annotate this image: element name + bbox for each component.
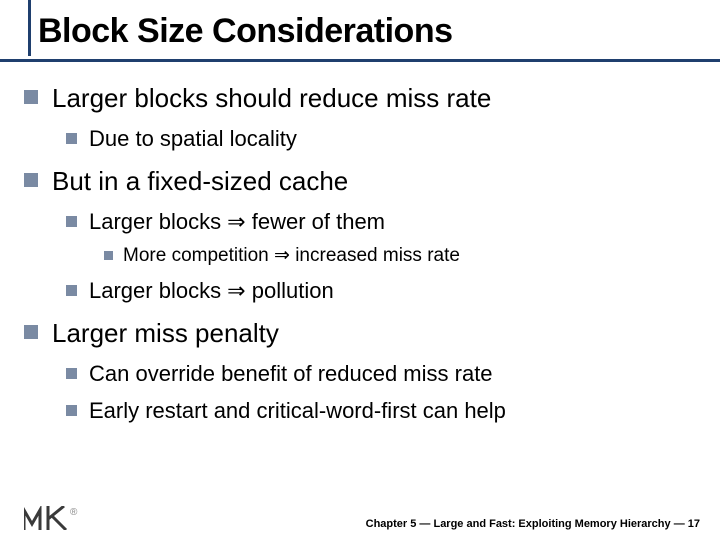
bullet-text: Larger miss penalty [52,317,279,350]
title-block: Block Size Considerations [24,12,696,51]
bullet-square-icon [24,173,38,187]
list-item: Can override benefit of reduced miss rat… [66,360,696,389]
bullet-text: Due to spatial locality [89,125,297,154]
bullet-text: More competition ⇒ increased miss rate [123,244,460,269]
slide-title: Block Size Considerations [38,12,696,51]
bullet-square-icon [66,405,77,416]
bullet-text: Larger blocks should reduce miss rate [52,82,491,115]
bullet-square-icon [66,285,77,296]
bullet-square-icon [66,368,77,379]
list-item: Larger blocks should reduce miss rate Du… [24,82,696,153]
bullet-list: Larger blocks should reduce miss rate Du… [24,82,696,425]
bullet-square-icon [66,133,77,144]
bullet-text: But in a fixed-sized cache [52,165,348,198]
slide-footer: Chapter 5 — Large and Fast: Exploiting M… [366,518,700,530]
list-item: Larger blocks ⇒ fewer of them More compe… [66,208,696,269]
bullet-square-icon [24,325,38,339]
bullet-square-icon [24,90,38,104]
bullet-square-icon [66,216,77,227]
list-item: Due to spatial locality [66,125,696,154]
slide: Block Size Considerations Larger blocks … [0,0,720,540]
title-rule-vertical [28,0,31,56]
bullet-text: Larger blocks ⇒ fewer of them [89,208,385,237]
list-item: More competition ⇒ increased miss rate [104,244,696,269]
bullet-square-icon [104,251,113,260]
list-item: Early restart and critical-word-first ca… [66,397,696,426]
mk-logo-icon [24,506,68,530]
publisher-logo: ® [24,506,77,530]
bullet-text: Larger blocks ⇒ pollution [89,277,334,306]
list-item: Larger blocks ⇒ pollution [66,277,696,306]
bullet-text: Early restart and critical-word-first ca… [89,397,506,426]
list-item: Larger miss penalty Can override benefit… [24,317,696,425]
list-item: But in a fixed-sized cache Larger blocks… [24,165,696,305]
title-rule-horizontal [0,59,720,62]
bullet-text: Can override benefit of reduced miss rat… [89,360,493,389]
registered-symbol: ® [70,507,77,518]
